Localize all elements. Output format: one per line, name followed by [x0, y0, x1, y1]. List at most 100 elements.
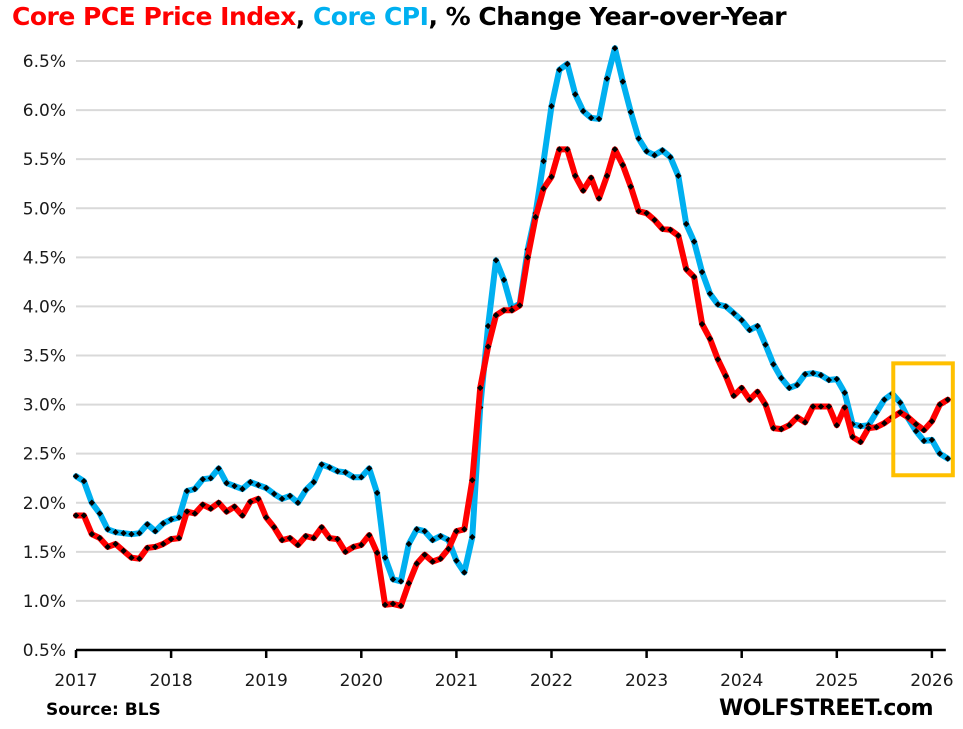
title-sep-1: , — [295, 2, 313, 31]
data-point-core-pce-price-index — [778, 425, 785, 433]
data-point-core-cpi — [603, 75, 611, 82]
data-point-core-cpi — [936, 450, 944, 457]
data-point-core-pce-price-index — [128, 554, 135, 561]
data-point-core-pce-price-index — [231, 503, 238, 510]
series-line-core-cpi — [73, 45, 951, 585]
data-point-core-cpi — [556, 66, 563, 74]
data-point-core-cpi — [778, 374, 785, 382]
data-point-core-cpi — [453, 557, 460, 564]
y-tick-label: 6.0% — [23, 101, 66, 121]
data-point-core-pce-price-index — [572, 172, 579, 180]
y-tick-label: 4.5% — [23, 248, 66, 268]
data-point-core-cpi — [833, 375, 840, 383]
data-point-core-cpi — [413, 526, 420, 533]
data-point-core-pce-price-index — [136, 555, 143, 562]
data-point-core-cpi — [175, 514, 183, 521]
data-point-core-cpi — [152, 528, 159, 535]
data-point-core-cpi — [770, 361, 777, 368]
series-line-core-pce-price-index — [73, 146, 951, 609]
data-point-core-cpi — [72, 473, 80, 480]
y-tick-label: 5.0% — [23, 199, 66, 219]
series-core-pce-price-index — [72, 146, 951, 610]
data-point-core-pce-price-index — [405, 580, 413, 587]
data-point-core-cpi — [635, 135, 642, 142]
data-point-core-pce-price-index — [564, 146, 571, 153]
data-point-core-cpi — [302, 486, 310, 494]
data-point-core-cpi — [841, 389, 848, 397]
data-point-core-pce-price-index — [389, 600, 397, 608]
data-point-core-cpi — [96, 510, 103, 517]
data-point-core-pce-price-index — [627, 183, 634, 190]
data-point-core-pce-price-index — [239, 512, 246, 519]
data-point-core-pce-price-index — [152, 543, 159, 551]
data-point-core-cpi — [247, 478, 254, 486]
data-point-core-pce-price-index — [453, 528, 460, 535]
data-point-core-cpi — [80, 477, 88, 485]
data-point-core-cpi — [429, 536, 436, 544]
y-tick-label: 2.5% — [23, 445, 66, 465]
y-tick-label: 6.5% — [23, 52, 66, 72]
source-note: Source: BLS — [46, 700, 161, 720]
x-tick-label: 2022 — [530, 671, 573, 691]
data-point-core-pce-price-index — [524, 254, 531, 261]
y-tick-label: 0.5% — [23, 641, 66, 661]
data-point-core-cpi — [381, 554, 389, 561]
data-point-core-pce-price-index — [144, 544, 151, 552]
data-point-core-pce-price-index — [461, 526, 468, 533]
data-point-core-cpi — [358, 474, 365, 481]
gridlines — [76, 60, 946, 602]
data-point-core-cpi — [675, 172, 682, 180]
data-point-core-cpi — [397, 578, 405, 585]
y-tick-label: 3.0% — [23, 396, 66, 416]
data-point-core-cpi — [746, 326, 753, 334]
data-point-core-pce-price-index — [207, 505, 214, 512]
y-tick-label: 1.5% — [23, 543, 66, 563]
data-point-core-pce-price-index — [897, 409, 904, 416]
data-point-core-pce-price-index — [278, 536, 286, 544]
data-point-core-pce-price-index — [857, 438, 864, 446]
data-point-core-pce-price-index — [469, 476, 476, 484]
data-point-core-pce-price-index — [865, 424, 872, 432]
data-point-core-pce-price-index — [270, 524, 278, 531]
data-point-core-cpi — [730, 310, 737, 317]
data-point-core-cpi — [231, 482, 238, 490]
data-point-core-cpi — [595, 115, 603, 123]
data-point-core-cpi — [738, 316, 745, 324]
data-point-core-cpi — [159, 520, 167, 527]
title-pce: Core PCE Price Index — [12, 2, 296, 31]
data-point-core-cpi — [326, 464, 333, 471]
data-point-core-cpi — [421, 528, 428, 535]
data-point-core-cpi — [373, 489, 381, 497]
data-point-core-pce-price-index — [397, 602, 405, 610]
data-point-core-pce-price-index — [167, 535, 175, 543]
y-tick-label: 5.5% — [23, 150, 66, 170]
data-point-core-cpi — [492, 257, 500, 264]
data-point-core-pce-price-index — [587, 174, 595, 182]
data-point-core-pce-price-index — [255, 495, 262, 503]
data-point-core-pce-price-index — [580, 187, 587, 194]
data-point-core-pce-price-index — [508, 307, 516, 314]
x-tick-label: 2018 — [149, 671, 192, 691]
y-tick-label: 1.0% — [23, 592, 66, 612]
data-point-core-pce-price-index — [437, 555, 444, 562]
data-point-core-cpi — [405, 540, 413, 548]
data-point-core-cpi — [857, 422, 864, 430]
data-point-core-cpi — [786, 384, 793, 392]
data-point-core-pce-price-index — [263, 514, 270, 521]
data-point-core-pce-price-index — [635, 207, 642, 215]
data-point-core-cpi — [873, 409, 880, 416]
data-point-core-cpi — [920, 437, 928, 445]
y-tick-label: 4.0% — [23, 297, 66, 317]
data-point-core-pce-price-index — [516, 302, 523, 309]
data-point-core-cpi — [294, 499, 302, 506]
data-point-core-cpi — [167, 516, 175, 523]
data-point-core-cpi — [136, 529, 143, 537]
data-point-core-pce-price-index — [175, 534, 183, 542]
data-point-core-cpi — [342, 469, 349, 476]
data-point-core-pce-price-index — [659, 225, 666, 233]
data-point-core-pce-price-index — [500, 307, 508, 314]
data-point-core-pce-price-index — [611, 146, 619, 153]
data-point-core-pce-price-index — [904, 414, 912, 421]
x-tick-label: 2021 — [435, 671, 478, 691]
data-point-core-cpi — [437, 532, 444, 540]
